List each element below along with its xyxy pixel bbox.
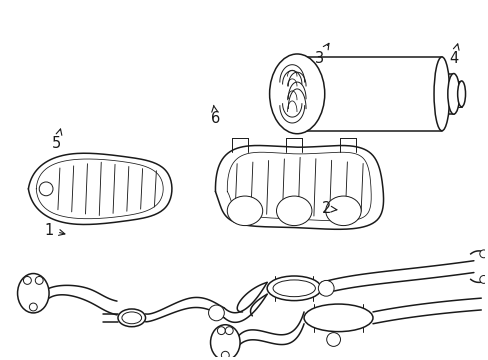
Ellipse shape — [318, 280, 333, 296]
Ellipse shape — [479, 275, 487, 283]
Ellipse shape — [221, 351, 229, 359]
Text: 5: 5 — [52, 129, 61, 151]
Ellipse shape — [210, 325, 240, 360]
Text: 2: 2 — [321, 201, 336, 216]
Ellipse shape — [266, 276, 321, 301]
Ellipse shape — [304, 304, 372, 332]
Ellipse shape — [208, 305, 224, 321]
Ellipse shape — [217, 327, 225, 334]
Ellipse shape — [39, 182, 53, 196]
Ellipse shape — [479, 250, 487, 258]
Ellipse shape — [272, 280, 315, 297]
Text: 3: 3 — [314, 43, 328, 66]
Ellipse shape — [227, 196, 262, 226]
Ellipse shape — [122, 312, 142, 324]
Ellipse shape — [457, 81, 465, 107]
Ellipse shape — [118, 309, 145, 327]
Ellipse shape — [433, 57, 449, 131]
Ellipse shape — [29, 303, 37, 311]
Ellipse shape — [326, 333, 340, 346]
Ellipse shape — [18, 274, 49, 313]
Ellipse shape — [35, 276, 43, 284]
Ellipse shape — [23, 276, 31, 284]
Ellipse shape — [225, 327, 233, 334]
Ellipse shape — [325, 196, 361, 226]
Ellipse shape — [269, 54, 324, 134]
Text: 1: 1 — [45, 222, 65, 238]
Text: 4: 4 — [448, 44, 458, 66]
Ellipse shape — [447, 73, 459, 114]
Ellipse shape — [276, 196, 311, 226]
Text: 6: 6 — [210, 105, 220, 126]
